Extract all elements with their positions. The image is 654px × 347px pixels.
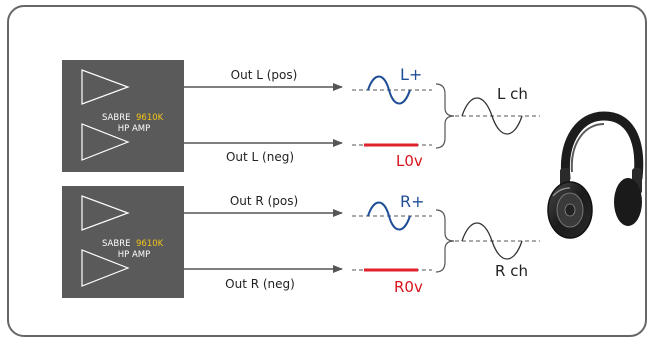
result-l-ch: L ch (455, 85, 540, 135)
sine-wave-blue (367, 201, 411, 231)
sine-wave-black (461, 222, 523, 260)
amp-triangle-icon (81, 195, 130, 231)
result-r-ch: R ch (455, 222, 540, 280)
amp-subtitle: HP AMP (118, 250, 151, 260)
amp-subtitle: HP AMP (118, 124, 151, 134)
label-l-plus: L+ (400, 65, 422, 84)
label-out-l-pos: Out L (pos) (231, 68, 298, 82)
signal-r-zero: R0v (352, 268, 432, 296)
headphones-icon (547, 111, 644, 239)
amp-block-right: SABRE 9610K HP AMP (62, 186, 184, 298)
brace-right-channel (435, 209, 455, 273)
amp-triangle-icon (81, 69, 130, 105)
label-l-ch: L ch (497, 85, 528, 103)
amp-brand: SABRE (102, 113, 130, 123)
label-out-r-neg: Out R (neg) (225, 277, 295, 291)
brace-left-channel (435, 83, 455, 149)
label-r-ch: R ch (495, 262, 528, 280)
label-r-zero: R0v (394, 278, 423, 296)
label-r-plus: R+ (400, 192, 425, 211)
signal-r-pos: R+ (352, 192, 432, 231)
amp-triangle-icon (81, 123, 130, 161)
sine-wave-black (461, 97, 523, 135)
label-l-zero: L0v (396, 152, 423, 170)
amp-block-left: SABRE 9610K HP AMP (62, 60, 184, 172)
signal-l-zero: L0v (352, 143, 432, 170)
amp-chip: 9610K (136, 113, 164, 123)
amp-triangle-icon (81, 249, 130, 287)
label-out-l-neg: Out L (neg) (226, 150, 294, 164)
amp-brand: SABRE (102, 239, 130, 249)
label-out-r-pos: Out R (pos) (230, 194, 298, 208)
amp-chip: 9610K (136, 239, 164, 249)
signal-l-pos: L+ (352, 65, 432, 105)
sine-wave-blue (367, 75, 411, 105)
